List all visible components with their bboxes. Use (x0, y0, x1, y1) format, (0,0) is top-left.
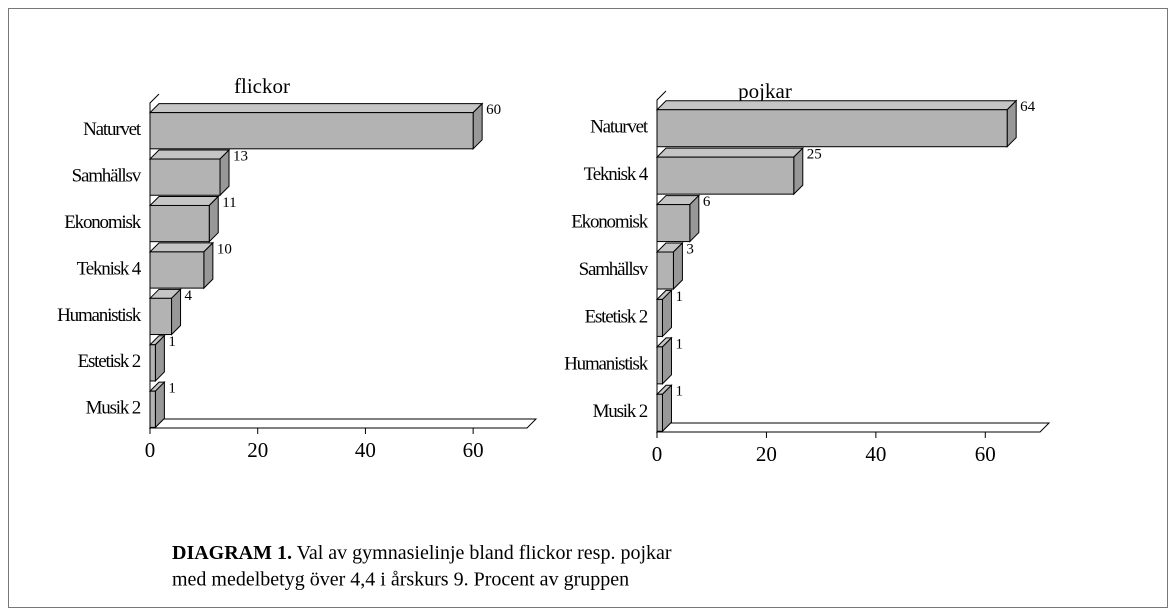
bar-top (148, 242, 215, 253)
value-label: 6 (703, 194, 711, 210)
bar (656, 204, 691, 243)
caption-line: med medelbetyg över 4,4 i årskurs 9. Pro… (172, 569, 629, 591)
category-label: Naturvet (590, 117, 649, 138)
bar-top (148, 149, 231, 160)
bar-top (655, 147, 804, 158)
bar (656, 251, 674, 290)
caption-text: Val av gymnasielinje bland flickor resp.… (297, 542, 672, 564)
x-tick-label: 40 (865, 442, 886, 466)
chart-title: pojkar (738, 79, 792, 103)
bar (149, 344, 156, 382)
bar-top (655, 100, 1018, 111)
value-label: 1 (168, 381, 176, 397)
x-tick-label: 20 (756, 442, 777, 466)
bar (656, 393, 663, 432)
caption-line: DIAGRAM 1. Val av gymnasielinje bland fl… (172, 542, 672, 564)
value-label: 10 (217, 241, 232, 257)
axis-floor (148, 418, 538, 429)
value-label: 4 (185, 288, 193, 304)
category-label: Estetisk 2 (585, 306, 648, 327)
value-label: 1 (675, 336, 683, 352)
category-label: Teknisk 4 (584, 164, 649, 185)
bar (149, 158, 221, 196)
x-tick-label: 20 (247, 438, 268, 462)
value-label: 11 (222, 195, 236, 211)
caption-label: DIAGRAM 1. (172, 542, 292, 564)
x-tick-label: 60 (463, 438, 484, 462)
value-label: 1 (675, 289, 683, 305)
x-tick-label: 40 (355, 438, 376, 462)
frame (8, 8, 1168, 608)
category-label: Humanistisk (564, 354, 649, 375)
bar-top (148, 195, 220, 206)
category-label: Teknisk 4 (77, 258, 142, 279)
bar (656, 346, 663, 385)
value-label: 1 (168, 334, 176, 350)
value-label: 64 (1020, 99, 1035, 115)
bar (656, 298, 663, 337)
category-label: Samhällsv (72, 166, 142, 187)
chart-title: flickor (234, 74, 290, 98)
bar (149, 390, 156, 428)
category-label: Ekonomisk (571, 211, 648, 232)
bar (149, 297, 173, 336)
category-label: Ekonomisk (64, 212, 141, 233)
category-label: Samhällsv (579, 259, 649, 280)
x-tick-label: 0 (652, 442, 663, 466)
value-label: 13 (233, 148, 248, 164)
value-label: 25 (807, 147, 822, 163)
bar-top (148, 103, 484, 114)
category-label: Musik 2 (86, 398, 141, 419)
bar (149, 204, 210, 243)
category-label: Musik 2 (593, 401, 648, 422)
category-label: Naturvet (83, 119, 142, 140)
bar (149, 251, 205, 289)
bar (149, 112, 474, 150)
value-label: 1 (675, 384, 683, 400)
x-tick-label: 0 (145, 438, 156, 462)
bar (656, 156, 795, 195)
axis-floor (655, 422, 1051, 433)
category-label: Estetisk 2 (78, 351, 141, 372)
value-label: 3 (686, 241, 694, 257)
value-label: 60 (486, 102, 501, 118)
x-tick-label: 60 (975, 442, 996, 466)
bar (656, 109, 1008, 148)
category-label: Humanistisk (57, 305, 142, 326)
